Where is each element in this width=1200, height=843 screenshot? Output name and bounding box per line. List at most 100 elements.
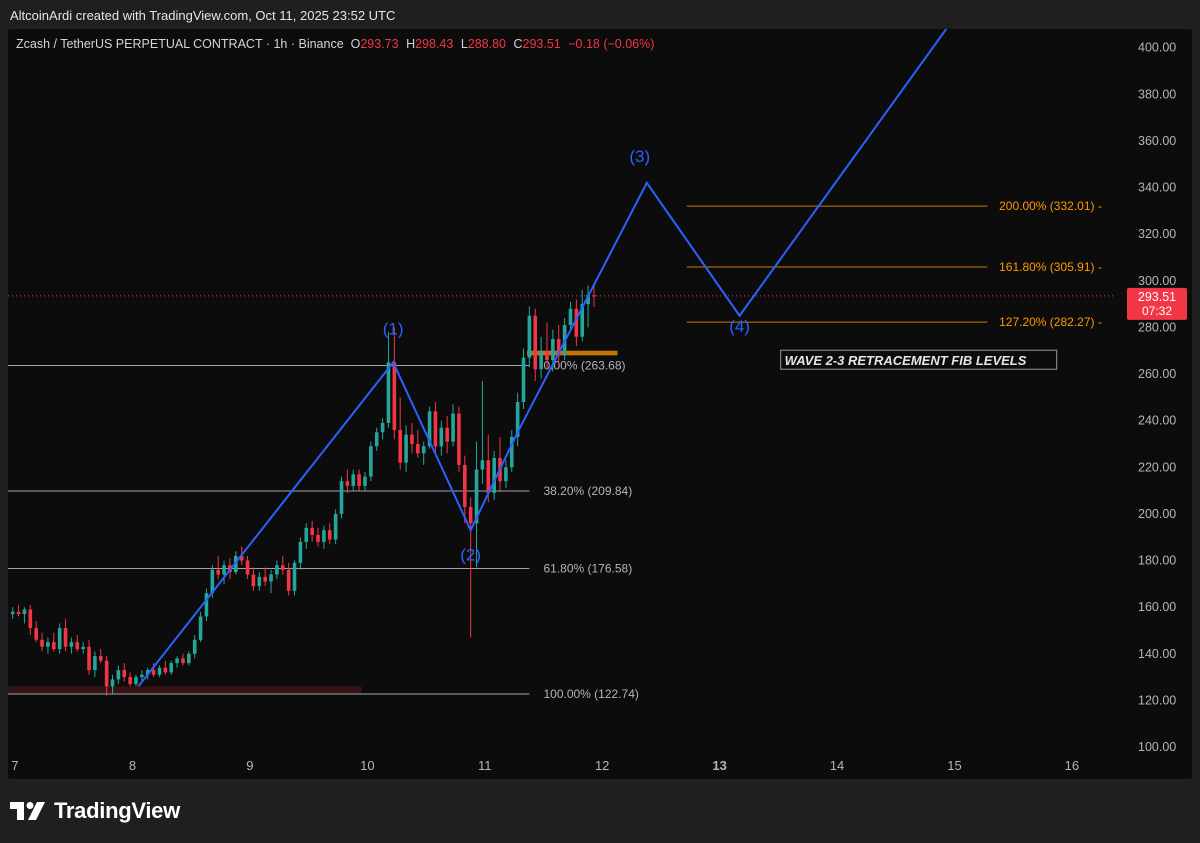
candle-30 xyxy=(187,653,191,664)
candle-9 xyxy=(63,628,68,647)
high-value: 298.43 xyxy=(415,37,454,51)
candle-57 xyxy=(345,481,350,486)
tradingview-logo[interactable]: TradingView xyxy=(10,798,180,824)
candle-79 xyxy=(474,469,479,524)
tradingview-brand: TradingView xyxy=(54,798,180,823)
candle-26 xyxy=(163,667,168,673)
time-axis[interactable]: 7 8 9 10 11 12 13 14 15 16 xyxy=(11,758,1079,773)
fib-ext-label-0: 200.00% (332.01) - xyxy=(999,199,1102,213)
candle-99 xyxy=(592,295,596,297)
candle-90 xyxy=(539,350,543,370)
candles xyxy=(10,284,596,696)
candle-19 xyxy=(122,670,127,678)
close-label: C xyxy=(513,37,523,51)
open-label: O xyxy=(350,37,361,51)
support-zones xyxy=(8,350,618,694)
candle-81 xyxy=(486,460,491,493)
candle-82 xyxy=(492,457,496,493)
candle-84 xyxy=(504,467,508,482)
candle-85 xyxy=(509,436,514,468)
x-tick-7: 14 xyxy=(830,758,844,773)
candle-36 xyxy=(222,565,226,575)
x-tick-4: 11 xyxy=(478,758,492,773)
low-label: L xyxy=(460,37,468,51)
wave-label-1: (2) xyxy=(460,546,481,565)
candle-64 xyxy=(386,362,391,423)
annotation-text: WAVE 2-3 RETRACEMENT FIB LEVELS xyxy=(785,353,1027,368)
candle-97 xyxy=(580,304,585,337)
candle-88 xyxy=(527,315,532,358)
price-axis[interactable]: 100.00 120.00 140.00 160.00 180.00 200.00 220.… xyxy=(1138,41,1176,754)
low-value: 288.80 xyxy=(467,37,506,51)
elliott-wave-path[interactable] xyxy=(137,29,948,688)
wave-label-0: (1) xyxy=(383,319,404,338)
candle-74 xyxy=(445,427,449,442)
candle-91 xyxy=(545,350,549,361)
candle-31 xyxy=(192,639,197,654)
price-chart[interactable]: 0.00% (263.68) 38.20% (209.84) 61.80% (176… xyxy=(8,29,1192,779)
candle-92 xyxy=(551,339,555,361)
candle-40 xyxy=(245,560,250,575)
high-label: H xyxy=(406,37,416,51)
fib-label-1: 38.20% (209.84) xyxy=(543,484,632,498)
candle-0 xyxy=(10,611,15,615)
candle-42 xyxy=(257,576,262,587)
candle-61 xyxy=(369,446,373,477)
candle-10 xyxy=(69,642,74,647)
candle-72 xyxy=(433,411,438,447)
x-tick-0: 7 xyxy=(11,758,18,773)
symbol-legend[interactable]: Zcash / TetherUS PERPETUAL CONTRACT · 1h… xyxy=(16,37,654,51)
candle-46 xyxy=(280,565,285,570)
candle-1 xyxy=(16,611,21,615)
y-tick-7: 240.00 xyxy=(1138,414,1176,428)
x-tick-5: 12 xyxy=(595,758,609,773)
chart-panel[interactable] xyxy=(8,29,1192,779)
y-tick-14: 380.00 xyxy=(1138,87,1176,101)
candle-98 xyxy=(586,294,590,305)
y-tick-12: 340.00 xyxy=(1138,181,1176,195)
y-tick-3: 160.00 xyxy=(1138,600,1176,614)
y-tick-2: 140.00 xyxy=(1138,647,1176,661)
candle-71 xyxy=(427,411,432,447)
y-tick-1: 120.00 xyxy=(1138,693,1176,707)
candle-21 xyxy=(134,677,138,685)
price-tag-price: 293.51 xyxy=(1138,290,1176,304)
symbol-title: Zcash / TetherUS PERPETUAL CONTRACT · 1h… xyxy=(16,37,344,51)
attribution-header: AltcoinArdi created with TradingView.com… xyxy=(10,8,396,23)
candle-58 xyxy=(351,474,356,486)
candle-53 xyxy=(322,530,326,542)
candle-28 xyxy=(175,658,179,664)
candle-49 xyxy=(298,541,303,563)
candle-13 xyxy=(87,646,91,671)
candle-62 xyxy=(374,432,379,447)
fib-label-3: 100.00% (122.74) xyxy=(543,687,638,701)
candle-89 xyxy=(533,315,538,370)
candle-75 xyxy=(451,413,455,442)
candle-52 xyxy=(316,534,320,542)
candle-25 xyxy=(157,667,162,675)
candle-24 xyxy=(151,670,156,675)
candle-8 xyxy=(57,628,62,650)
fib-ext-label-1: 161.80% (305.91) - xyxy=(999,260,1102,274)
candle-18 xyxy=(116,670,121,680)
candle-35 xyxy=(216,569,220,575)
candle-68 xyxy=(410,434,414,444)
candle-12 xyxy=(81,646,85,650)
candle-60 xyxy=(363,476,367,486)
fib-label-0: 0.00% (263.68) xyxy=(543,358,625,372)
candle-39 xyxy=(239,555,244,561)
candle-67 xyxy=(404,434,408,463)
candle-32 xyxy=(198,616,203,640)
y-tick-8: 260.00 xyxy=(1138,367,1176,381)
y-tick-4: 180.00 xyxy=(1138,554,1176,568)
tradingview-logo-icon xyxy=(10,802,45,820)
candle-93 xyxy=(556,339,561,356)
candle-54 xyxy=(327,530,332,540)
candle-48 xyxy=(292,562,297,591)
candle-78 xyxy=(468,506,473,524)
y-tick-5: 200.00 xyxy=(1138,507,1176,521)
candle-56 xyxy=(339,481,344,514)
candle-7 xyxy=(51,642,56,650)
open-value: 293.73 xyxy=(360,37,399,51)
wave-label-2: (3) xyxy=(629,147,650,166)
